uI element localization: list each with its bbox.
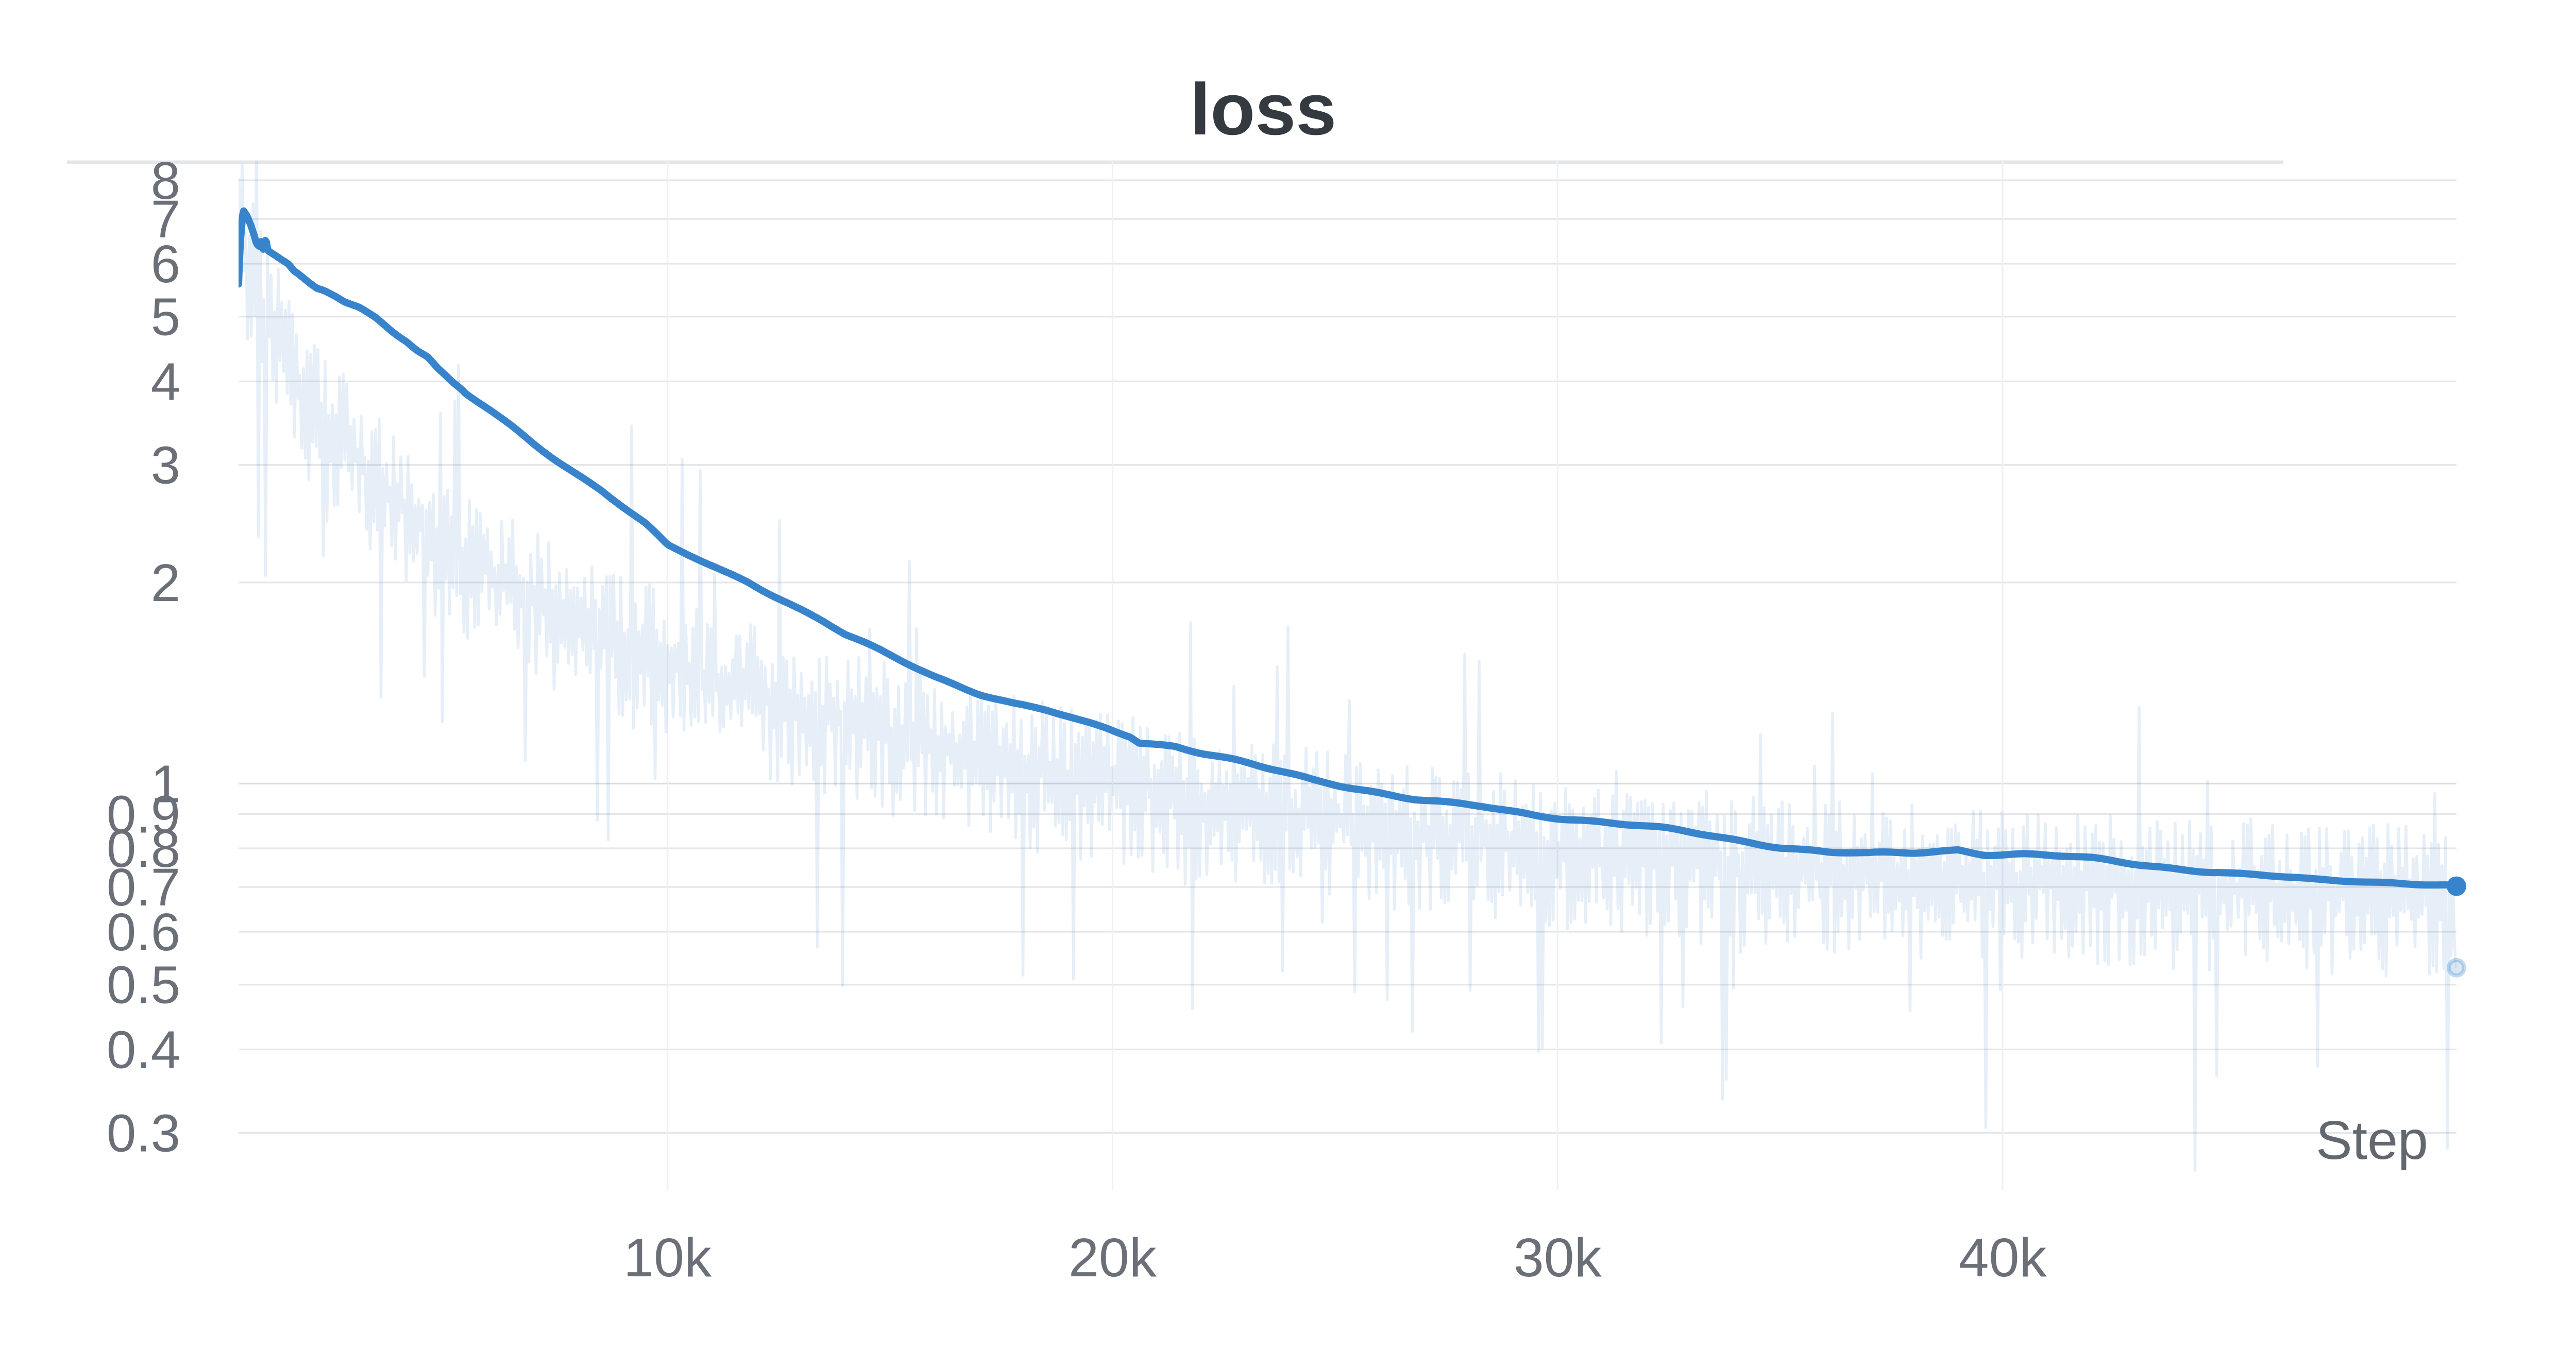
svg-text:40k: 40k — [1959, 1227, 2047, 1288]
raw-series-line — [239, 161, 2456, 1172]
smoothed-series-line — [239, 207, 2456, 890]
svg-text:3: 3 — [151, 435, 180, 494]
svg-text:2: 2 — [151, 553, 180, 612]
chart-title: loss — [1190, 69, 1337, 150]
y-grid — [239, 179, 2456, 1134]
raw-end-dot — [2447, 957, 2466, 978]
x-axis-title: Step — [2316, 1110, 2428, 1171]
svg-text:0.4: 0.4 — [107, 1020, 180, 1079]
svg-text:0.6: 0.6 — [107, 902, 180, 962]
svg-text:0.8: 0.8 — [107, 819, 180, 878]
x-tick-labels: 10k 20k 30k 40k — [623, 1227, 2047, 1288]
svg-text:0.7: 0.7 — [107, 858, 180, 917]
svg-text:5: 5 — [151, 287, 180, 347]
svg-text:0.3: 0.3 — [107, 1103, 180, 1162]
svg-text:0.9: 0.9 — [107, 785, 180, 844]
svg-text:1: 1 — [151, 754, 180, 813]
svg-text:8: 8 — [151, 151, 180, 210]
svg-text:0.5: 0.5 — [107, 955, 180, 1015]
svg-text:6: 6 — [151, 234, 180, 294]
svg-text:20k: 20k — [1069, 1227, 1157, 1288]
x-grid — [667, 161, 2004, 1190]
svg-text:4: 4 — [151, 352, 180, 411]
svg-text:10k: 10k — [623, 1227, 712, 1288]
svg-text:7: 7 — [151, 190, 180, 249]
svg-text:30k: 30k — [1514, 1227, 1602, 1288]
smoothed-end-dot — [2447, 876, 2466, 896]
plot-area[interactable] — [239, 141, 2456, 1172]
